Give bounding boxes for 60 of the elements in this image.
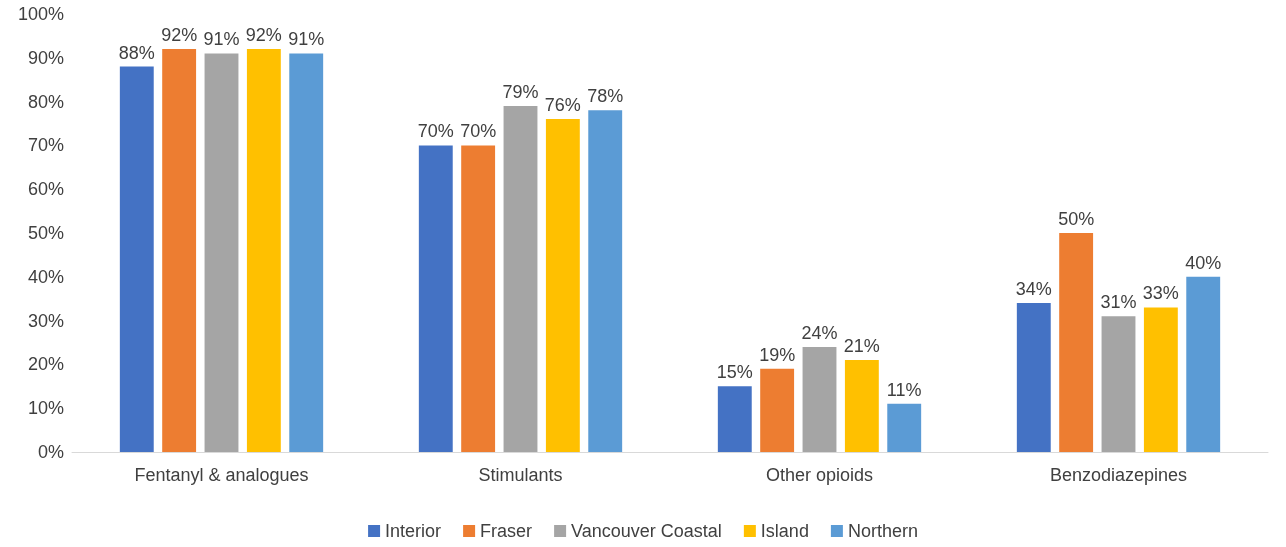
data-label: 15% <box>716 362 753 383</box>
bar <box>717 386 752 452</box>
data-label: 34% <box>1015 279 1052 300</box>
bar <box>1101 316 1136 452</box>
data-label: 70% <box>417 121 454 142</box>
data-label: 31% <box>1100 292 1137 313</box>
bar <box>119 66 154 452</box>
data-label: 78% <box>587 86 624 107</box>
bar <box>503 105 538 452</box>
y-tick-label: 100% <box>17 4 64 24</box>
data-label: 70% <box>460 121 497 142</box>
bar <box>1016 303 1051 452</box>
data-label: 91% <box>288 29 325 50</box>
bar <box>760 368 795 452</box>
bar <box>418 145 453 452</box>
y-tick-label: 10% <box>27 398 64 419</box>
bar <box>246 49 281 452</box>
data-label: 79% <box>502 81 539 102</box>
bar <box>204 53 239 452</box>
data-label: 88% <box>118 42 155 63</box>
y-tick-label: 80% <box>27 91 64 112</box>
bar <box>289 53 324 452</box>
x-tick-label: Benzodiazepines <box>1049 465 1188 485</box>
data-label: 24% <box>801 322 838 343</box>
bar <box>802 346 837 452</box>
data-label: 40% <box>1185 252 1222 273</box>
bar <box>545 119 580 452</box>
data-label: 91% <box>203 29 240 50</box>
bar <box>1143 307 1178 452</box>
bar <box>162 49 197 452</box>
legend-label: Island <box>760 521 809 541</box>
x-tick-label: Other opioids <box>765 465 874 485</box>
data-label: 92% <box>161 25 198 46</box>
y-tick-label: 40% <box>27 266 64 287</box>
data-label: 92% <box>245 25 282 46</box>
data-label: 33% <box>1142 283 1179 304</box>
data-label: 50% <box>1058 209 1095 229</box>
legend-label: Northern <box>847 521 918 541</box>
y-tick-label: 30% <box>27 310 64 331</box>
data-label: 76% <box>544 95 581 116</box>
data-label: 21% <box>843 336 880 357</box>
x-tick-label: Stimulants <box>478 465 563 485</box>
y-tick-label: 60% <box>27 179 64 200</box>
data-label: 11% <box>886 379 922 400</box>
y-tick-label: 0% <box>37 442 64 462</box>
bar <box>1059 233 1094 452</box>
bar <box>1186 276 1221 452</box>
bar <box>887 403 922 452</box>
bar <box>588 110 623 452</box>
bar <box>461 145 496 452</box>
legend-label: Fraser <box>480 521 533 541</box>
y-tick-label: 20% <box>27 354 64 375</box>
y-tick-label: 90% <box>27 47 64 68</box>
legend-label: Vancouver Coastal <box>571 521 722 541</box>
data-label: 19% <box>759 344 796 365</box>
x-tick-label: Fentanyl & analogues <box>134 465 309 485</box>
y-tick-label: 50% <box>27 223 64 243</box>
y-tick-label: 70% <box>27 135 64 156</box>
bar <box>844 360 879 452</box>
legend-label: Interior <box>385 521 442 541</box>
